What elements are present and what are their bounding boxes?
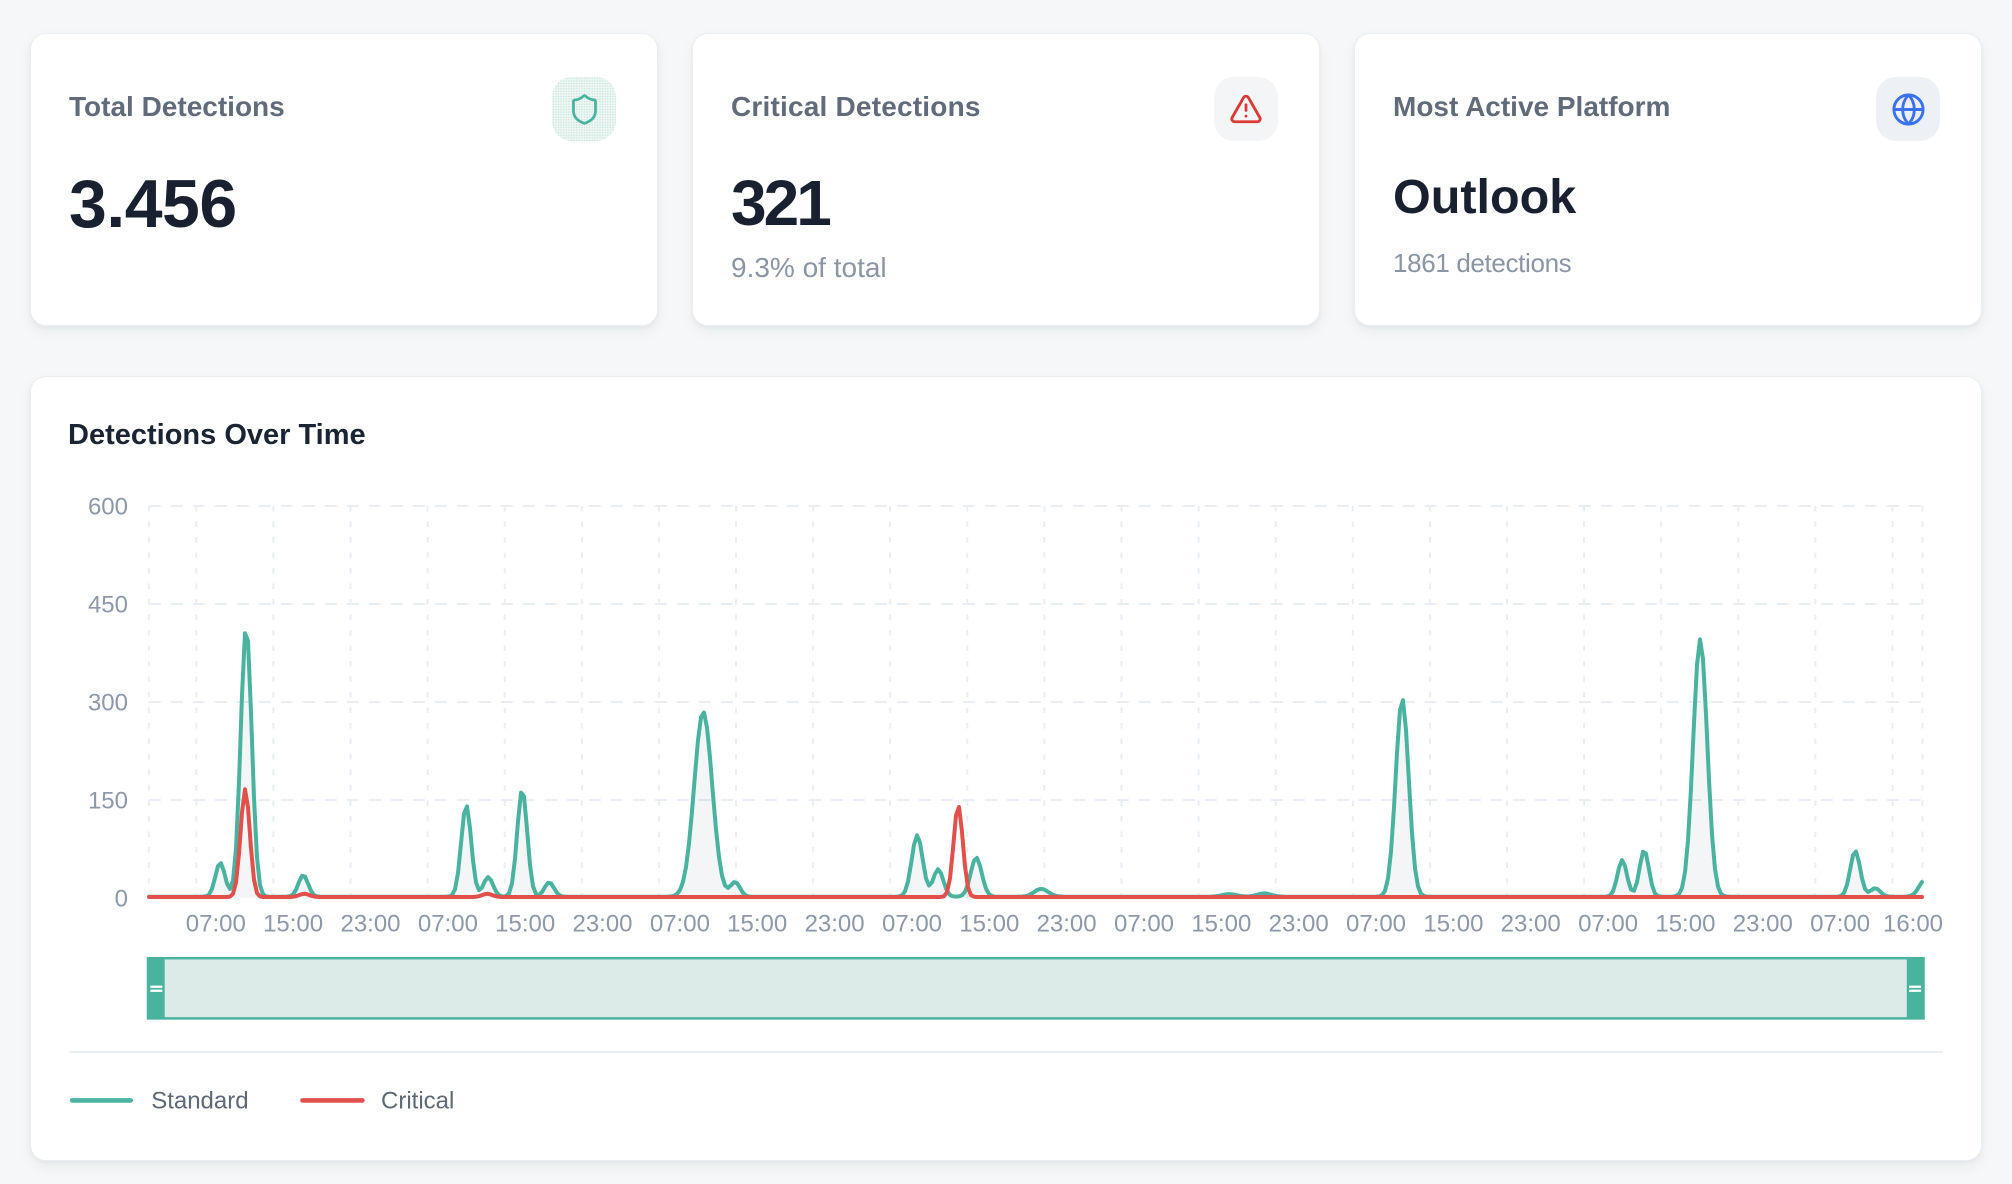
svg-text:16:00: 16:00 <box>1883 911 1943 938</box>
svg-text:0: 0 <box>115 886 128 913</box>
svg-text:600: 600 <box>88 494 128 521</box>
svg-text:15:00: 15:00 <box>1655 911 1715 938</box>
svg-text:23:00: 23:00 <box>805 911 865 938</box>
svg-text:23:00: 23:00 <box>1733 911 1793 938</box>
svg-text:300: 300 <box>88 690 128 717</box>
svg-text:15:00: 15:00 <box>495 911 555 938</box>
svg-text:07:00: 07:00 <box>882 911 942 938</box>
svg-text:07:00: 07:00 <box>1810 911 1870 938</box>
svg-text:15:00: 15:00 <box>263 911 323 938</box>
svg-text:07:00: 07:00 <box>1578 911 1638 938</box>
svg-text:07:00: 07:00 <box>186 911 246 938</box>
svg-text:07:00: 07:00 <box>650 911 710 938</box>
svg-text:23:00: 23:00 <box>340 911 400 938</box>
svg-text:07:00: 07:00 <box>1346 911 1406 938</box>
svg-text:15:00: 15:00 <box>959 911 1019 938</box>
svg-text:07:00: 07:00 <box>1114 911 1174 938</box>
svg-text:Critical: Critical <box>381 1088 454 1115</box>
svg-text:23:00: 23:00 <box>1037 911 1097 938</box>
svg-text:150: 150 <box>88 788 128 815</box>
svg-text:15:00: 15:00 <box>1191 911 1251 938</box>
svg-text:23:00: 23:00 <box>1501 911 1561 938</box>
svg-text:Standard: Standard <box>151 1088 248 1115</box>
svg-text:450: 450 <box>88 592 128 619</box>
svg-text:15:00: 15:00 <box>727 911 787 938</box>
svg-text:07:00: 07:00 <box>418 911 478 938</box>
svg-text:23:00: 23:00 <box>1269 911 1329 938</box>
svg-text:23:00: 23:00 <box>572 911 632 938</box>
svg-text:15:00: 15:00 <box>1423 911 1483 938</box>
